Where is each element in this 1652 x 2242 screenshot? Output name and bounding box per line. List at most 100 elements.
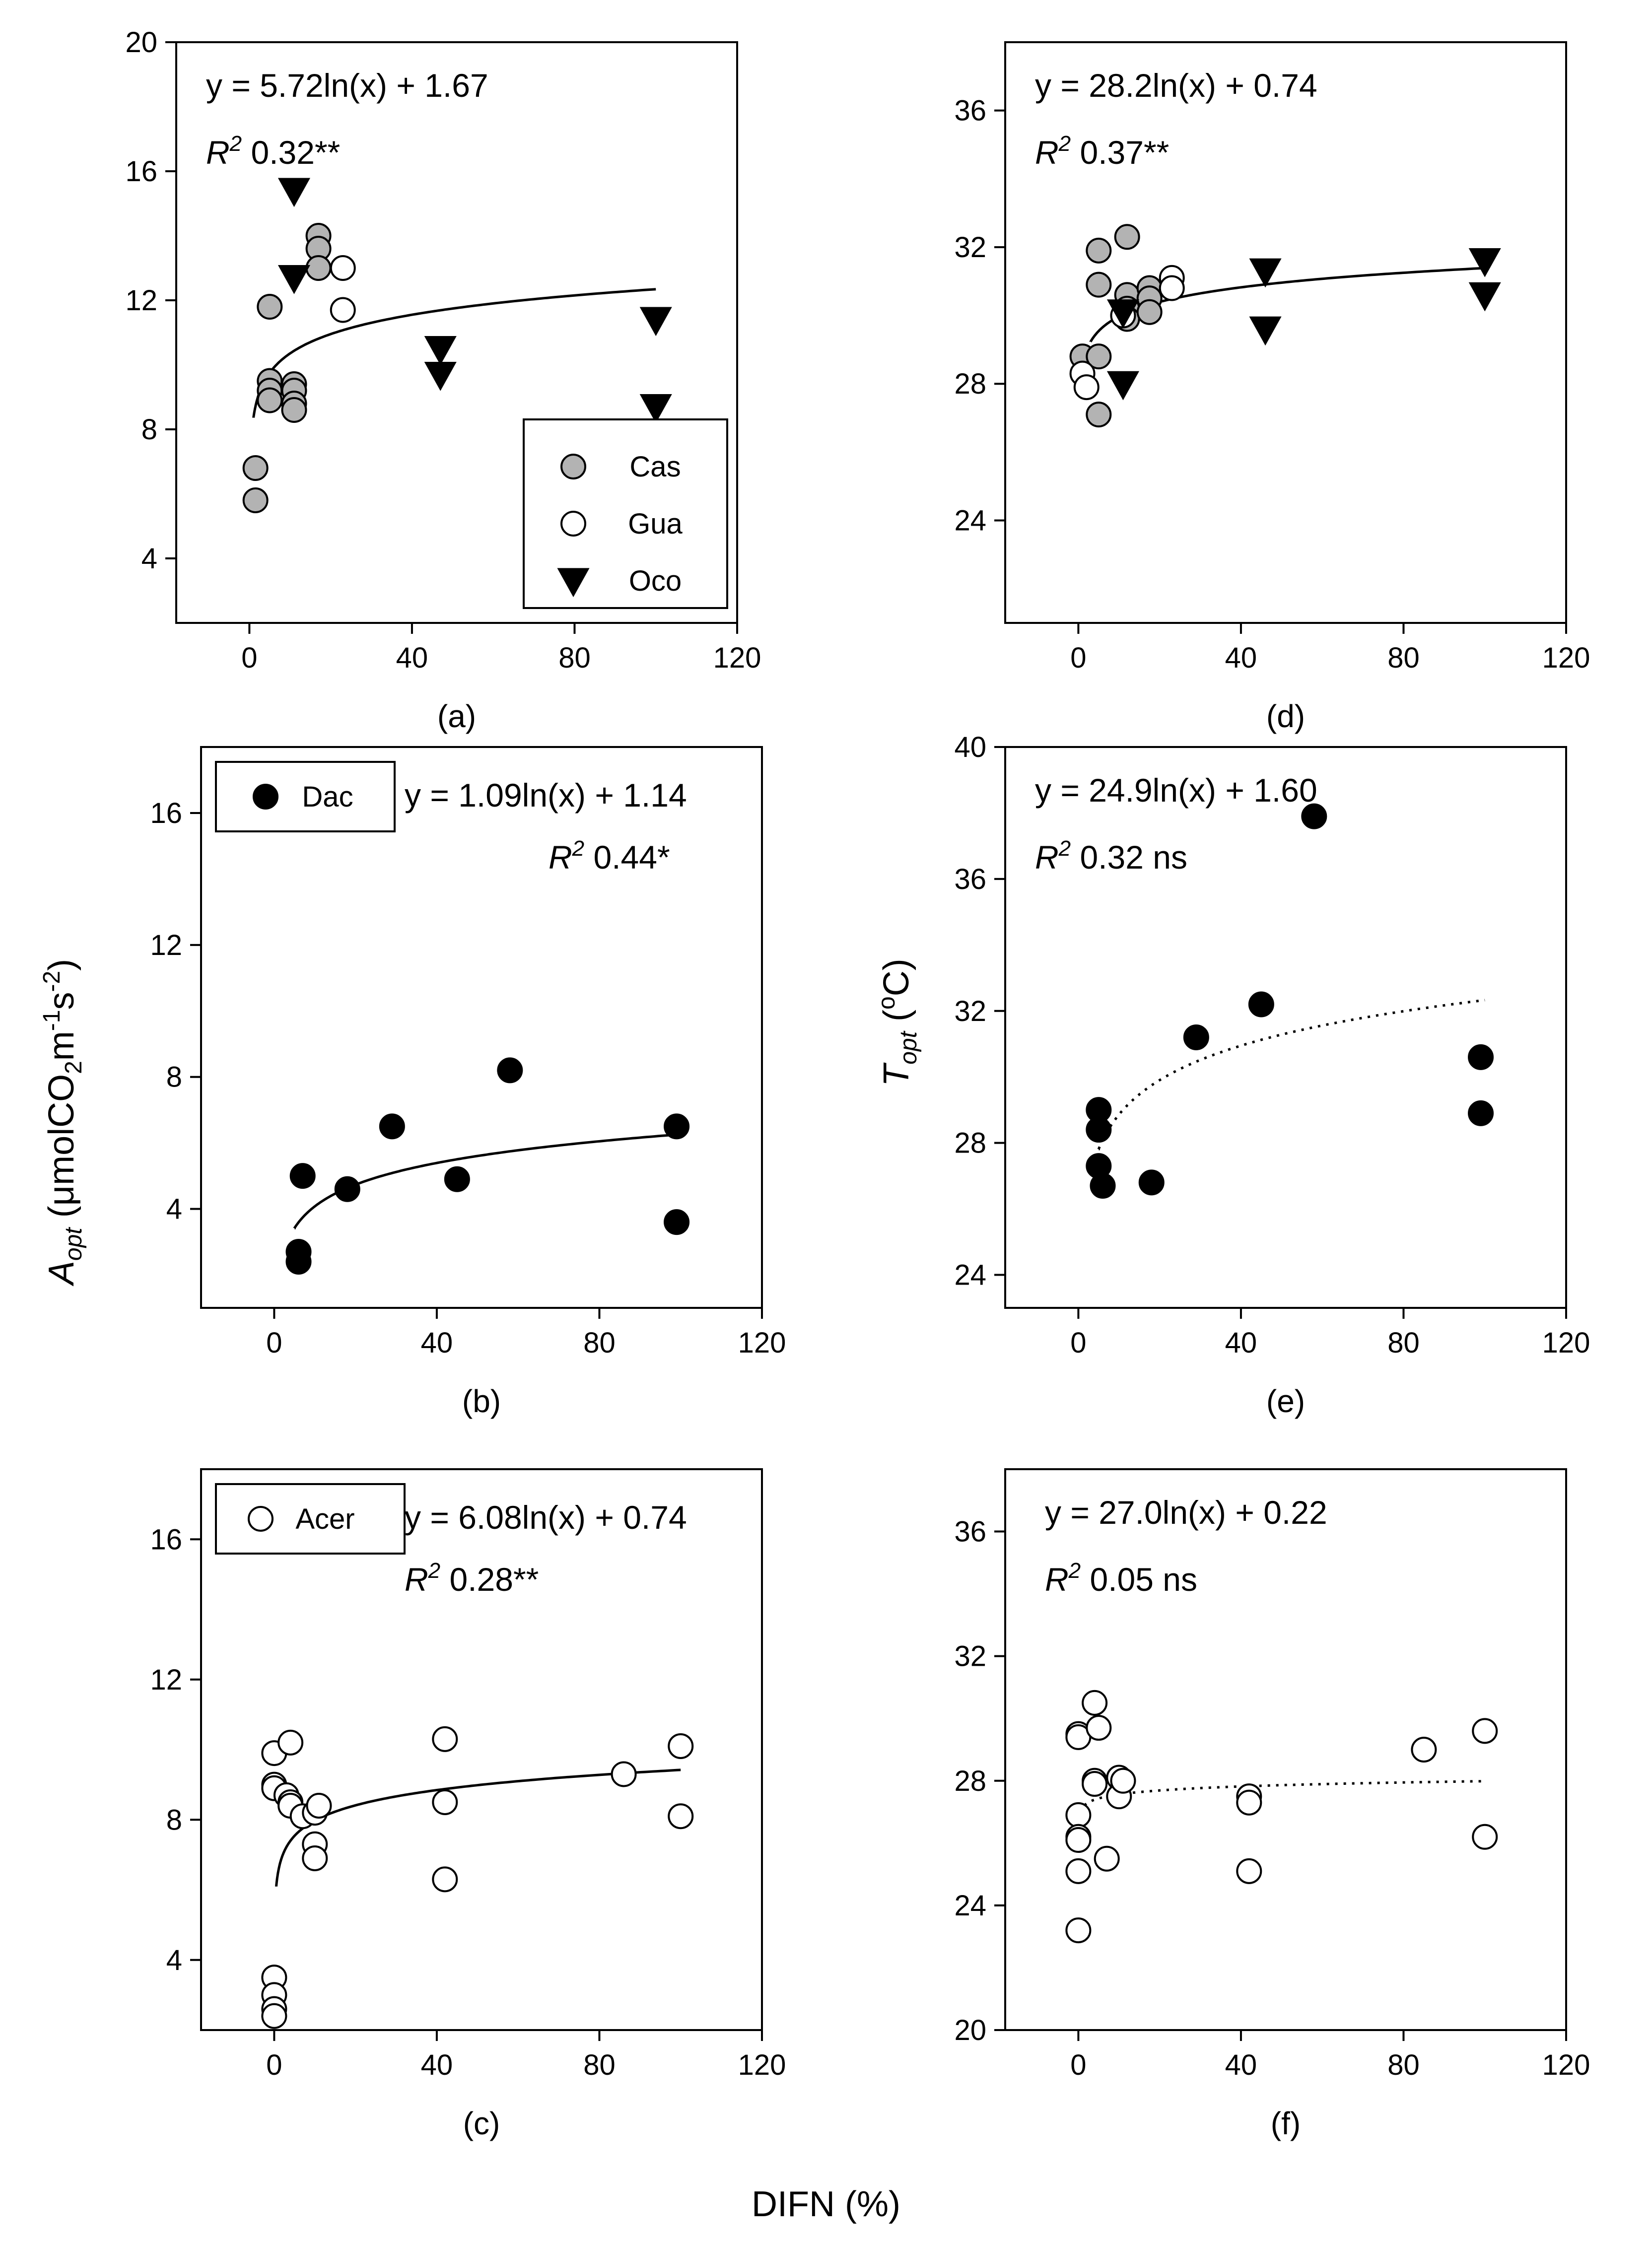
ylabel-left-sub: opt	[61, 1227, 87, 1261]
data-point-dac	[285, 1248, 312, 1275]
data-point-oco	[639, 307, 672, 337]
ylabel-left-unit2: s	[42, 992, 81, 1010]
legend-marker-cas	[560, 454, 586, 479]
y-tick-label: 4	[166, 1944, 182, 1976]
data-point-oco	[277, 265, 311, 294]
data-point-cas	[242, 455, 269, 481]
ylabel-left-close: )	[42, 959, 81, 971]
fit-curve	[1089, 267, 1485, 342]
r-squared-symbol: R	[1035, 134, 1059, 171]
data-point-dac	[1183, 1024, 1209, 1050]
data-point-dac	[1138, 1169, 1165, 1196]
data-point-acer	[306, 1793, 332, 1819]
data-point-acer	[432, 1789, 458, 1815]
r-squared: R2 0.32 ns	[1035, 836, 1187, 876]
y-axis-label-right: Topt (oC)	[874, 958, 922, 1086]
panel-b: 0 40 80 120 4 8 12 16 y = 1.09ln(x) + 1.14 R2 0.4…	[150, 746, 786, 1419]
data-point-oco	[639, 394, 672, 423]
ylabel-left-exp2: -2	[39, 971, 65, 992]
data-point-dac	[664, 1209, 690, 1235]
y-axis-label-left: Aopt (μmolCO2m-1s-2)	[39, 959, 87, 1287]
ylabel-left-co2sub: 2	[61, 1061, 87, 1074]
x-tick-label: 80	[583, 2049, 616, 2081]
y-tick-label: 16	[125, 155, 157, 188]
r-squared-value: 0.05 ns	[1081, 1561, 1197, 1598]
r-squared: R2 0.44*	[549, 836, 670, 876]
panel-label: (d)	[1266, 698, 1305, 734]
data-point-oco	[424, 362, 457, 391]
data-point-cas	[1136, 299, 1163, 325]
data-point-gua	[1073, 374, 1100, 401]
panel-label: (a)	[437, 698, 476, 734]
x-tick-label: 40	[396, 642, 428, 674]
data-point-cas	[1086, 237, 1112, 264]
y-tick-label: 28	[954, 368, 986, 400]
data-point-acer	[1065, 1858, 1092, 1884]
y-tick-label: 20	[125, 26, 157, 59]
r-squared-sup: 2	[1058, 132, 1071, 156]
data-point-acer	[611, 1761, 637, 1787]
fit-curve	[1083, 1780, 1485, 1806]
data-point-acer	[1086, 1715, 1112, 1741]
legend: Cas Gua Oco	[523, 418, 728, 609]
data-point-acer	[1110, 1767, 1136, 1794]
fit-equation: y = 27.0ln(x) + 0.22	[1045, 1494, 1327, 1531]
legend-box	[523, 418, 728, 609]
data-point-oco	[424, 336, 457, 365]
data-point-dac	[1468, 1100, 1494, 1126]
y-tick-label: 16	[150, 1523, 182, 1556]
panel-f: 0 40 80 120 20 24 28 32 36 y = 27.0ln(x) + 0.22 R2…	[954, 1468, 1590, 2141]
ylabel-left-exp1: -1	[39, 1010, 65, 1031]
data-point-dac	[497, 1057, 523, 1084]
data-point-cas	[257, 387, 283, 413]
data-point-dac	[289, 1163, 316, 1189]
legend-label: Acer	[295, 1503, 354, 1535]
data-point-cas	[257, 294, 283, 320]
data-point-dac	[1086, 1117, 1112, 1143]
ylabel-left-main: A	[42, 1261, 81, 1287]
fit-equation: y = 28.2ln(x) + 0.74	[1035, 67, 1317, 104]
data-point-acer	[668, 1733, 694, 1759]
y-tick-label: 24	[954, 1890, 986, 1922]
x-tick-label: 40	[421, 2049, 453, 2081]
x-tick-label: 40	[1225, 2049, 1257, 2081]
y-tick-label: 8	[141, 413, 157, 446]
x-tick-label: 40	[1225, 642, 1257, 674]
data-point-dac	[379, 1113, 405, 1140]
r-squared-symbol: R	[405, 1561, 428, 1598]
ylabel-right-main: T	[877, 1062, 916, 1087]
r-squared: R2 0.28**	[405, 1559, 539, 1598]
y-tick-label: 36	[954, 1516, 986, 1548]
panel-label: (c)	[463, 2106, 500, 2141]
legend-marker-oco	[557, 568, 590, 598]
x-tick-label: 40	[1225, 1327, 1257, 1359]
panel-label: (e)	[1266, 1383, 1305, 1419]
legend-label: Gua	[628, 508, 683, 540]
fit-equation: y = 1.09ln(x) + 1.14	[405, 777, 687, 814]
ylabel-left-unit1: m	[42, 1031, 81, 1061]
r-squared-sup: 2	[572, 836, 584, 861]
data-point-acer	[1065, 1917, 1092, 1944]
data-point-dac	[334, 1176, 360, 1202]
data-point-oco	[1106, 371, 1140, 401]
y-tick-label: 40	[954, 731, 986, 763]
x-tick-label: 0	[266, 2049, 282, 2081]
legend: Acer	[215, 1483, 406, 1555]
plot-frame-f	[1004, 1468, 1567, 2031]
data-point-cas	[1114, 224, 1140, 250]
ylabel-right-sub: opt	[895, 1030, 922, 1064]
plot-frame-d	[1004, 41, 1567, 624]
r-squared: R2 0.37**	[1035, 132, 1169, 171]
y-tick-label: 12	[125, 284, 157, 317]
data-point-acer	[1236, 1858, 1262, 1884]
y-tick-label: 20	[954, 2014, 986, 2046]
x-tick-label: 120	[1542, 1327, 1590, 1359]
x-tick-label: 80	[1387, 642, 1420, 674]
plot-frame-e	[1004, 746, 1567, 1309]
x-tick-label: 120	[738, 2049, 786, 2081]
y-tick-label: 4	[166, 1193, 182, 1225]
data-point-cas	[281, 397, 307, 423]
y-tick-label: 28	[954, 1127, 986, 1159]
x-tick-label: 120	[713, 642, 761, 674]
